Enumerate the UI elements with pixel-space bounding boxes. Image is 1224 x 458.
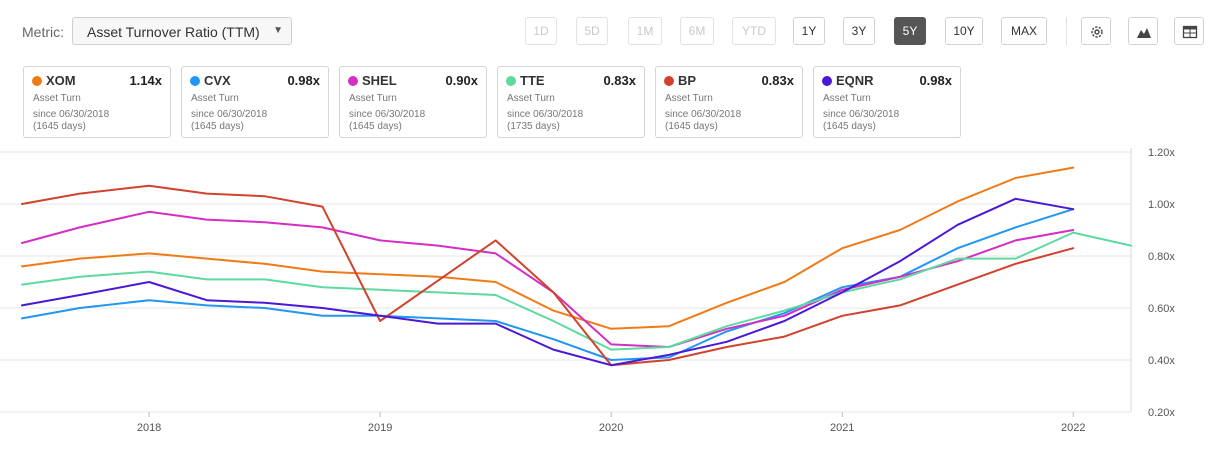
y-tick-label: 1.00x — [1148, 199, 1175, 211]
asset-turnover-line-chart[interactable]: 0.20x 0.40x 0.60x 0.80x 1.00x 1.20x 2018 2019 20… — [0, 145, 1224, 458]
metric-label: Metric: — [22, 24, 64, 40]
range-button-max[interactable]: MAX — [1001, 17, 1047, 45]
y-tick-label: 0.40x — [1148, 355, 1175, 367]
chart-type-button[interactable] — [1128, 17, 1158, 45]
ticker-metric: Asset Turn — [349, 93, 397, 104]
range-button-1y[interactable]: 1Y — [793, 17, 825, 45]
gear-icon — [1091, 26, 1103, 38]
series-color-dot — [664, 76, 674, 86]
ticker-value: 0.83x — [603, 73, 636, 88]
x-tick-label: 2019 — [368, 422, 392, 434]
ticker-symbol: CVX — [204, 73, 231, 88]
x-tick-label: 2021 — [830, 422, 854, 434]
x-tick-label: 2018 — [137, 422, 161, 434]
series-line-xom — [21, 166, 1075, 330]
ticker-value: 0.98x — [919, 73, 952, 88]
ticker-days: (1645 days) — [823, 121, 876, 132]
ticker-days: (1645 days) — [349, 121, 402, 132]
range-button-1m[interactable]: 1M — [628, 17, 662, 45]
ticker-card-shel[interactable]: SHEL 0.90x Asset Turn since 06/30/2018 (… — [339, 66, 487, 138]
series-line-tte — [21, 231, 1132, 351]
range-button-5y[interactable]: 5Y — [894, 17, 926, 45]
ticker-metric: Asset Turn — [665, 93, 713, 104]
range-button-3y[interactable]: 3Y — [843, 17, 875, 45]
ticker-since: since 06/30/2018 — [349, 109, 426, 120]
ticker-symbol: SHEL — [362, 73, 397, 88]
ticker-metric: Asset Turn — [33, 93, 81, 104]
ticker-days: (1645 days) — [191, 121, 244, 132]
series-line-cvx — [21, 208, 1075, 361]
mountain-chart-icon — [1137, 28, 1151, 38]
y-tick-label: 1.20x — [1148, 147, 1175, 159]
y-tick-label: 0.60x — [1148, 303, 1175, 315]
ticker-value: 0.83x — [761, 73, 794, 88]
ticker-card-cvx[interactable]: CVX 0.98x Asset Turn since 06/30/2018 (1… — [181, 66, 329, 138]
ticker-since: since 06/30/2018 — [507, 109, 584, 120]
ticker-value: 0.90x — [445, 73, 478, 88]
ticker-symbol: BP — [678, 73, 697, 88]
toolbar-divider — [1066, 17, 1067, 45]
ticker-since: since 06/30/2018 — [191, 109, 268, 120]
ticker-days: (1645 days) — [665, 121, 718, 132]
ticker-since: since 06/30/2018 — [33, 109, 110, 120]
ticker-value: 0.98x — [287, 73, 320, 88]
range-button-ytd[interactable]: YTD — [732, 17, 776, 45]
range-button-5d[interactable]: 5D — [576, 17, 608, 45]
series-color-dot — [348, 76, 358, 86]
series-color-dot — [506, 76, 516, 86]
range-button-10y[interactable]: 10Y — [945, 17, 983, 45]
x-tick-label: 2020 — [599, 422, 623, 434]
ticker-value: 1.14x — [129, 73, 162, 88]
ticker-metric: Asset Turn — [507, 93, 555, 104]
series-line-bp — [21, 184, 1075, 367]
table-view-button[interactable] — [1174, 17, 1204, 45]
series-color-dot — [32, 76, 42, 86]
series-line-eqnr — [21, 197, 1075, 367]
ticker-card-eqnr[interactable]: EQNR 0.98x Asset Turn since 06/30/2018 (… — [813, 66, 961, 138]
series-color-dot — [190, 76, 200, 86]
series-color-dot — [822, 76, 832, 86]
series-line-shel — [21, 210, 1075, 348]
y-tick-label: 0.80x — [1148, 251, 1175, 263]
ticker-since: since 06/30/2018 — [823, 109, 900, 120]
metric-select[interactable]: Asset Turnover Ratio (TTM) ▼ — [72, 17, 292, 45]
ticker-symbol: TTE — [520, 73, 545, 88]
ticker-since: since 06/30/2018 — [665, 109, 742, 120]
ticker-card-bp[interactable]: BP 0.83x Asset Turn since 06/30/2018 (16… — [655, 66, 803, 138]
ticker-days: (1735 days) — [507, 121, 560, 132]
x-tick-label: 2022 — [1061, 422, 1085, 434]
metric-select-value: Asset Turnover Ratio (TTM) — [87, 24, 260, 40]
y-tick-label: 0.20x — [1148, 407, 1175, 419]
settings-button[interactable] — [1081, 17, 1111, 45]
range-button-6m[interactable]: 6M — [680, 17, 714, 45]
ticker-metric: Asset Turn — [823, 93, 871, 104]
ticker-days: (1645 days) — [33, 121, 86, 132]
ticker-card-xom[interactable]: XOM 1.14x Asset Turn since 06/30/2018 (1… — [23, 66, 171, 138]
ticker-card-tte[interactable]: TTE 0.83x Asset Turn since 06/30/2018 (1… — [497, 66, 645, 138]
ticker-metric: Asset Turn — [191, 93, 239, 104]
range-button-1d[interactable]: 1D — [525, 17, 557, 45]
chevron-down-icon: ▼ — [273, 25, 283, 36]
ticker-symbol: EQNR — [836, 73, 874, 88]
table-icon — [1182, 25, 1198, 39]
ticker-symbol: XOM — [46, 73, 76, 88]
